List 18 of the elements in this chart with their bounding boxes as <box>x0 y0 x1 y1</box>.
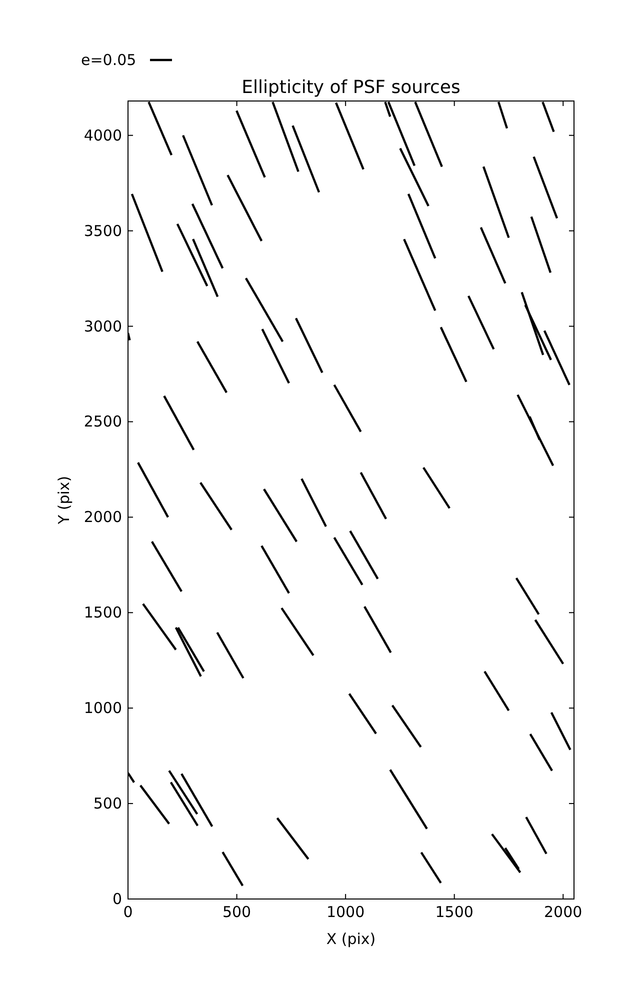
x-tick-label: 1000 <box>326 903 365 921</box>
y-tick-label: 3000 <box>84 317 122 336</box>
y-tick-label: 2000 <box>84 508 122 526</box>
y-tick-label: 1000 <box>84 699 122 718</box>
y-tick-label: 2500 <box>84 412 122 431</box>
x-tick-label: 1500 <box>435 903 474 921</box>
text: e=0.05 <box>81 51 136 69</box>
x-tick-label: 0 <box>123 903 133 921</box>
y-tick-label: 3500 <box>84 222 122 240</box>
x-tick-label: 500 <box>222 903 252 921</box>
y-tick-label: 4000 <box>84 126 122 144</box>
x-axis-title: X (pix) <box>326 930 376 948</box>
x-tick-label: 2000 <box>544 903 582 921</box>
y-tick-label: 0 <box>112 890 122 908</box>
chart-title: Ellipticity of PSF sources <box>242 77 460 98</box>
y-axis-title: Y (pix) <box>55 476 73 526</box>
y-tick-label: 500 <box>93 794 122 813</box>
y-tick-label: 1500 <box>84 604 122 622</box>
